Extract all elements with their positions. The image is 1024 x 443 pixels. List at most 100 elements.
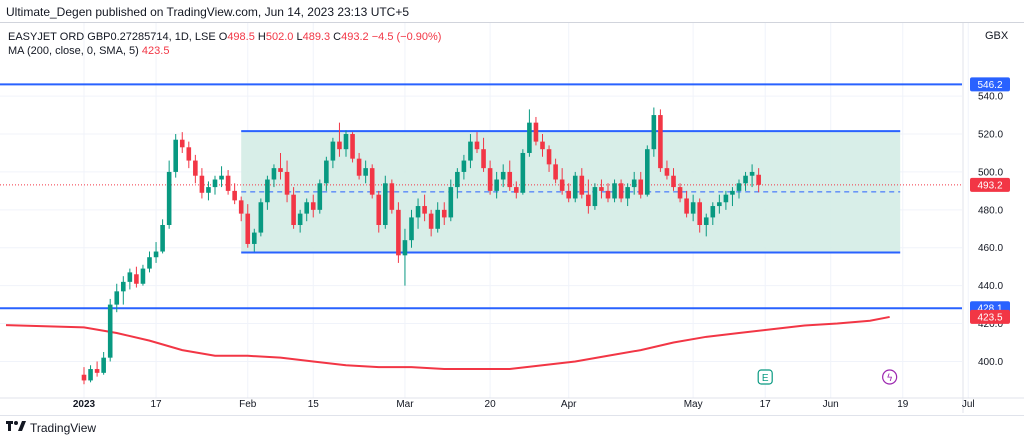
candle	[389, 179, 395, 214]
price-tick-label: 520.0	[978, 130, 1003, 141]
candle-body	[134, 274, 139, 284]
candle-body	[428, 213, 434, 229]
candle	[540, 134, 545, 157]
ma-tag-label: 423.5	[977, 312, 1002, 323]
candle	[304, 198, 309, 222]
candle	[245, 204, 251, 248]
candle	[723, 190, 729, 210]
time-tick-label: Mar	[396, 399, 414, 410]
candle	[487, 160, 493, 195]
candle	[756, 168, 761, 193]
ma-row: MA (200, close, 0, SMA, 5) 423.5	[8, 44, 441, 58]
candle-body	[363, 168, 368, 176]
candle-body	[514, 187, 519, 193]
candle	[81, 367, 87, 385]
candle-body	[278, 168, 283, 172]
candle	[579, 168, 585, 199]
earnings-icon: E	[757, 369, 773, 385]
candle	[179, 132, 185, 153]
candle-body	[481, 149, 486, 169]
candle-body	[219, 175, 224, 180]
candle-body	[540, 141, 545, 150]
candle-body	[350, 134, 355, 159]
candle-body	[586, 194, 591, 207]
candle	[514, 181, 519, 199]
candle-body	[94, 369, 100, 373]
time-tick-label: Apr	[561, 399, 577, 410]
chart-frame	[0, 22, 1024, 416]
ohlc-open-label: O	[218, 31, 228, 43]
candle	[684, 190, 689, 218]
candle-body	[671, 175, 676, 188]
candle	[121, 276, 126, 305]
candle-body	[369, 168, 375, 195]
resistance-tag	[970, 77, 1010, 92]
candle	[114, 283, 120, 313]
change-value: −4.5 (−0.90%)	[371, 31, 442, 43]
candle	[173, 134, 178, 178]
candle	[153, 242, 159, 263]
candle-body	[520, 152, 526, 193]
candle-body	[402, 240, 408, 256]
candle-body	[612, 183, 617, 199]
price-tick-label: 420.0	[978, 319, 1003, 330]
ohlc-low-value: 489.3	[302, 31, 331, 43]
time-tick-label: 15	[308, 399, 320, 410]
candle	[186, 141, 192, 169]
candle-body	[631, 179, 637, 188]
candle	[468, 134, 473, 169]
candle	[258, 198, 264, 237]
candle-body	[697, 202, 702, 225]
candle	[743, 171, 748, 191]
candle	[415, 198, 421, 229]
candle	[586, 179, 591, 214]
candle	[605, 183, 611, 203]
candle	[127, 268, 133, 290]
ohlc-close-value: 493.2	[341, 31, 369, 43]
candle-body	[88, 369, 93, 381]
candle-body	[389, 183, 395, 210]
earnings-badge	[757, 369, 773, 385]
candle-body	[330, 141, 336, 161]
ohlc-close-label: C	[333, 31, 342, 43]
candle	[658, 109, 663, 172]
chart-legend: EASYJET ORD GBP0.27285714, 1D, LSE O498.…	[8, 30, 441, 58]
candle	[337, 122, 342, 157]
candle-body	[507, 171, 513, 188]
candle	[448, 179, 454, 222]
candle-body	[474, 141, 480, 150]
candle	[363, 160, 368, 184]
candle-body	[579, 175, 585, 195]
candle	[592, 183, 598, 210]
candle-body	[553, 164, 558, 180]
candle-body	[284, 171, 290, 195]
candle-body	[455, 171, 460, 188]
candle-body	[147, 257, 152, 269]
symbol-row: EASYJET ORD GBP0.27285714, 1D, LSE O498.…	[8, 30, 441, 44]
candle	[376, 190, 382, 233]
candle	[677, 183, 683, 203]
candle-body	[527, 122, 532, 153]
candle-body	[297, 213, 303, 225]
candle	[749, 164, 755, 188]
candle	[474, 132, 480, 153]
candle-body	[592, 187, 598, 207]
candle-body	[736, 183, 742, 191]
candle	[599, 179, 604, 199]
time-tick-label: May	[684, 399, 703, 410]
candle	[94, 361, 100, 377]
candle	[422, 194, 427, 222]
tradingview-brand: TradingView	[30, 420, 97, 435]
candle	[645, 145, 650, 197]
ohlc-open-value: 498.5	[227, 31, 255, 43]
candle	[533, 116, 539, 146]
currency-label[interactable]: GBX	[985, 30, 1009, 42]
candle	[671, 168, 676, 191]
candle	[219, 166, 224, 188]
candle-body	[232, 190, 237, 201]
candle-body	[703, 217, 709, 225]
candle-body	[127, 272, 133, 282]
ma-tag	[970, 309, 1010, 324]
time-tick-label: Feb	[239, 399, 257, 410]
